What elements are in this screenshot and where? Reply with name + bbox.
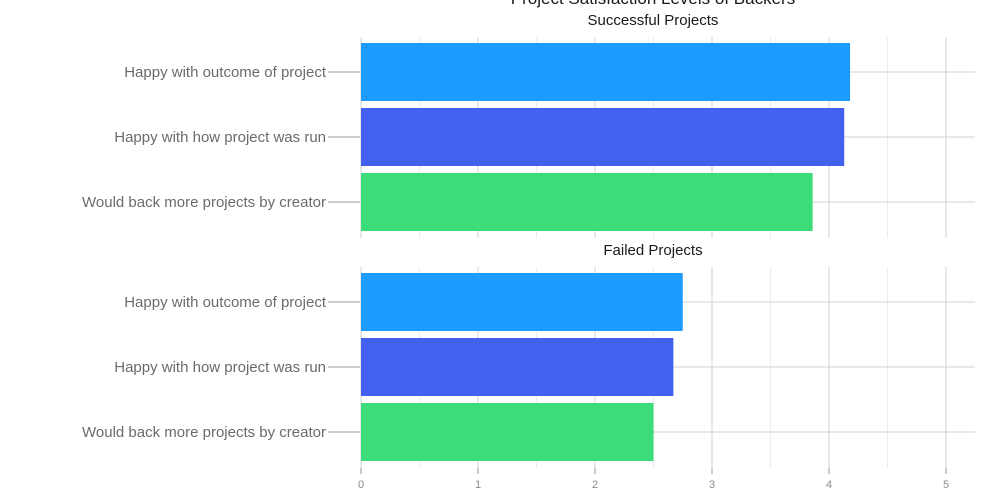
x-axis: 0 1 2 3 4 5	[358, 468, 949, 491]
category-label: Would back more projects by creator	[82, 424, 326, 441]
category-label: Happy with how project was run	[114, 129, 326, 146]
bar	[361, 338, 674, 396]
bar	[361, 43, 851, 101]
chart-title: Project Satisfaction Levels of Backers	[511, 0, 795, 8]
bar	[361, 173, 813, 231]
panel-title: Successful Projects	[588, 12, 719, 29]
bar	[361, 273, 683, 331]
x-tick-label: 2	[592, 479, 598, 491]
chart-panels: Happy with outcome of project Happy with …	[82, 12, 975, 468]
panel-1: Happy with outcome of project Happy with …	[82, 12, 975, 238]
x-tick-label: 4	[826, 479, 832, 491]
x-tick-label: 5	[943, 479, 949, 491]
x-tick-label: 1	[475, 479, 481, 491]
bar	[361, 403, 654, 461]
x-tick-label: 3	[709, 479, 715, 491]
category-label: Would back more projects by creator	[82, 194, 326, 211]
category-label: Happy with outcome of project	[124, 294, 327, 311]
x-tick-label: 0	[358, 479, 364, 491]
category-label: Happy with how project was run	[114, 359, 326, 376]
bar	[361, 108, 845, 166]
panel-2: Happy with outcome of project Happy with …	[82, 242, 975, 468]
panel-title: Failed Projects	[603, 242, 702, 259]
category-label: Happy with outcome of project	[124, 64, 327, 81]
